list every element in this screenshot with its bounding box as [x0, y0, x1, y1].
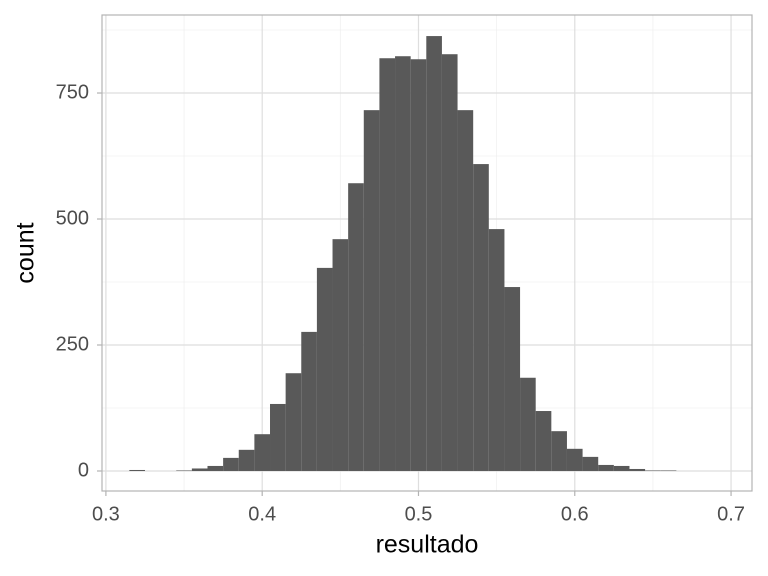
bar: [191, 468, 208, 471]
bar: [488, 229, 505, 471]
bar: [270, 403, 286, 471]
bar: [379, 58, 396, 471]
panel-border: [101, 14, 753, 492]
y-tick-label: 750: [56, 81, 89, 103]
bar: [363, 110, 380, 471]
bar: [207, 465, 224, 471]
x-tick-label: 0.7: [717, 503, 745, 525]
bar: [129, 469, 145, 471]
bar: [582, 456, 599, 471]
bar: [520, 377, 536, 471]
bar: [660, 470, 677, 471]
bar: [566, 448, 583, 471]
bar: [301, 331, 317, 471]
x-tick-label: 0.4: [248, 503, 276, 525]
bar: [613, 465, 630, 471]
bar: [535, 411, 552, 471]
y-tick-label: 500: [56, 207, 89, 229]
bar: [426, 36, 442, 471]
y-tick-label: 250: [56, 333, 89, 355]
y-tick-label: 0: [78, 459, 89, 481]
bar: [176, 470, 192, 471]
bar: [254, 434, 271, 471]
bar: [441, 54, 458, 471]
bar: [410, 59, 427, 471]
bar: [316, 267, 333, 471]
bar: [551, 431, 567, 471]
x-axis-title: resultado: [376, 531, 479, 559]
bar: [457, 110, 474, 471]
bar: [504, 287, 521, 471]
bar: [473, 164, 489, 471]
bar: [598, 464, 614, 471]
bar: [332, 239, 349, 471]
y-axis-title: count: [12, 222, 40, 283]
bar: [645, 470, 661, 471]
bar: [395, 56, 411, 471]
x-tick-label: 0.5: [405, 503, 433, 525]
bar: [285, 373, 302, 471]
x-tick-label: 0.3: [92, 503, 120, 525]
bar: [629, 468, 646, 471]
x-tick-label: 0.6: [561, 503, 589, 525]
bar: [348, 183, 364, 471]
bar: [223, 457, 239, 471]
bar: [238, 449, 255, 471]
